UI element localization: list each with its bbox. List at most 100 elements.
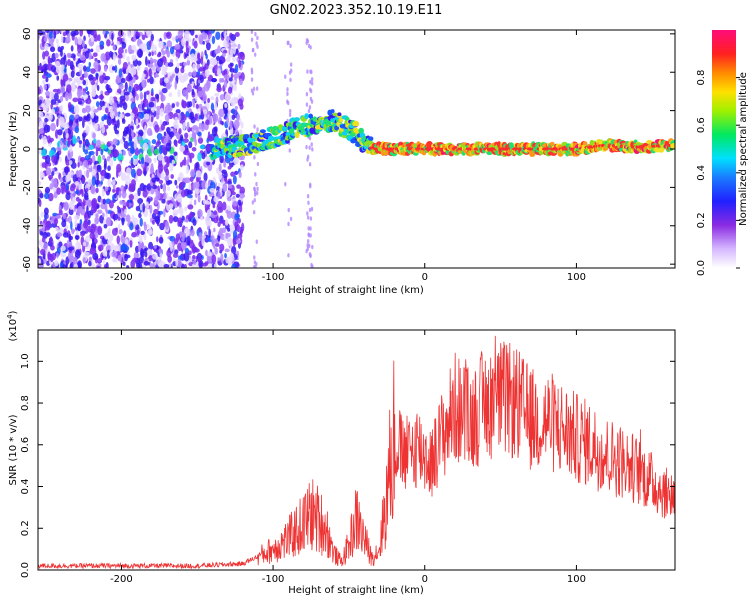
spectrogram-cell	[55, 227, 59, 232]
spectrogram-cell	[168, 131, 175, 138]
spectrogram-cell	[72, 256, 78, 266]
spectrogram-cell	[230, 157, 234, 162]
spectrogram-cell	[117, 58, 122, 65]
spectrogram-cell	[223, 161, 227, 168]
spectrogram-cell	[63, 212, 67, 220]
spectrogram-cell	[40, 211, 45, 218]
spectrogram-cell	[202, 40, 205, 45]
spectrogram-cell	[100, 52, 107, 62]
spectrogram-cell	[181, 243, 187, 250]
spectrogram-cell	[171, 103, 175, 109]
spectrogram-cell	[83, 116, 87, 121]
spectrogram-cell	[45, 225, 51, 231]
spectrogram-cell	[77, 36, 83, 46]
spectrogram-cell	[255, 181, 258, 187]
spectrogram-cell	[179, 30, 184, 34]
spectrogram-cell	[44, 43, 49, 51]
spectrogram-cell	[208, 34, 212, 39]
spectrogram-cell	[234, 32, 240, 37]
spectrogram-cell	[187, 204, 194, 210]
spectrogram-cell	[166, 159, 170, 168]
spectrogram-cell	[307, 200, 310, 205]
spectrogram-cell	[184, 34, 190, 41]
spectrogram-cell	[158, 179, 164, 185]
spectrogram-cell	[197, 75, 201, 81]
spectrogram-cell	[150, 144, 155, 153]
spectrogram-cell	[122, 61, 128, 70]
spectrogram-cell	[125, 214, 131, 223]
spectrogram-cell	[234, 213, 240, 221]
spectrogram-cell	[190, 30, 195, 36]
spectrogram-cell	[40, 148, 47, 158]
spectrogram-cell	[215, 55, 221, 61]
spectrogram-cell	[99, 74, 105, 84]
spectrogram-cell	[198, 67, 205, 72]
spectrogram-cell	[137, 187, 141, 197]
spectrogram-cell	[116, 163, 122, 173]
spectrogram-cell	[102, 250, 108, 257]
x-tick-label: 100	[567, 272, 586, 283]
spectrogram-cell	[60, 30, 64, 34]
spectrogram-cell	[72, 134, 76, 145]
spectrogram-cell	[65, 159, 71, 166]
spectrogram-cell	[163, 77, 169, 84]
spectrogram-cell	[250, 30, 254, 34]
spectrogram-cell	[150, 33, 154, 42]
spectrogram-cell	[145, 56, 148, 66]
spectrogram-cell	[123, 140, 129, 150]
spectrogram-cell	[74, 126, 80, 134]
spectrogram-cell	[219, 154, 224, 164]
spectrogram-cell	[67, 33, 71, 38]
spectrogram-cell	[122, 102, 128, 111]
spectrogram-cell	[121, 190, 127, 199]
spectrogram-cell	[309, 184, 312, 189]
spectrogram-cell	[184, 30, 190, 36]
spectrogram-cell	[254, 264, 257, 268]
spectrogram-cell	[224, 92, 231, 102]
spectrogram-cell	[61, 220, 67, 228]
spectrogram-cell	[168, 203, 174, 210]
spectrogram-cell	[97, 34, 101, 42]
spectrogram-cell	[130, 157, 134, 164]
spectrogram-cell	[73, 104, 80, 115]
spectrogram-cell	[201, 262, 208, 267]
spectrogram-cell	[90, 90, 97, 97]
spectrogram-cell	[156, 66, 162, 72]
spectrogram-cell	[70, 30, 77, 37]
spectrogram-cell	[218, 59, 223, 65]
spectrogram-cell	[44, 30, 51, 33]
spectrogram-cell	[133, 139, 137, 150]
spectrogram-cell	[121, 118, 126, 124]
spectrogram-cell	[311, 244, 314, 250]
x-tick-label: 0	[422, 574, 428, 585]
spectrogram-cell	[232, 84, 238, 92]
spectrogram-cell	[50, 103, 54, 110]
spectrogram-cell	[48, 174, 54, 180]
spectrogram-cell	[227, 86, 233, 94]
spectrogram-cell	[227, 256, 233, 266]
spectrogram-cell	[104, 30, 110, 35]
spectrogram-cell	[204, 181, 208, 190]
spectrogram-cell	[56, 246, 61, 255]
spectrogram-cell	[85, 187, 89, 192]
spectrogram-cell	[117, 255, 123, 262]
spectrogram-cell	[128, 183, 132, 190]
spectrogram-cell	[67, 102, 72, 110]
spectrogram-cell	[93, 138, 97, 144]
spectrogram-cell	[105, 262, 109, 268]
spectrogram-cell	[111, 66, 116, 71]
spectrogram-cell	[144, 251, 148, 258]
spectrogram-cell	[68, 160, 73, 165]
spectrogram-cell	[179, 49, 184, 54]
spectrogram-cell	[191, 263, 196, 268]
spectrogram-cell	[77, 161, 80, 168]
spectrogram-cell	[138, 134, 141, 142]
spectrogram-cell	[240, 141, 245, 146]
spectrogram-cell	[210, 214, 216, 219]
spectrogram-cell	[38, 258, 42, 265]
spectrogram-cell	[97, 209, 103, 214]
spectrogram-cell	[306, 194, 310, 199]
spectrogram-cell	[69, 186, 75, 192]
spectrogram-cell	[148, 101, 155, 108]
spectrogram-cell	[44, 117, 48, 123]
